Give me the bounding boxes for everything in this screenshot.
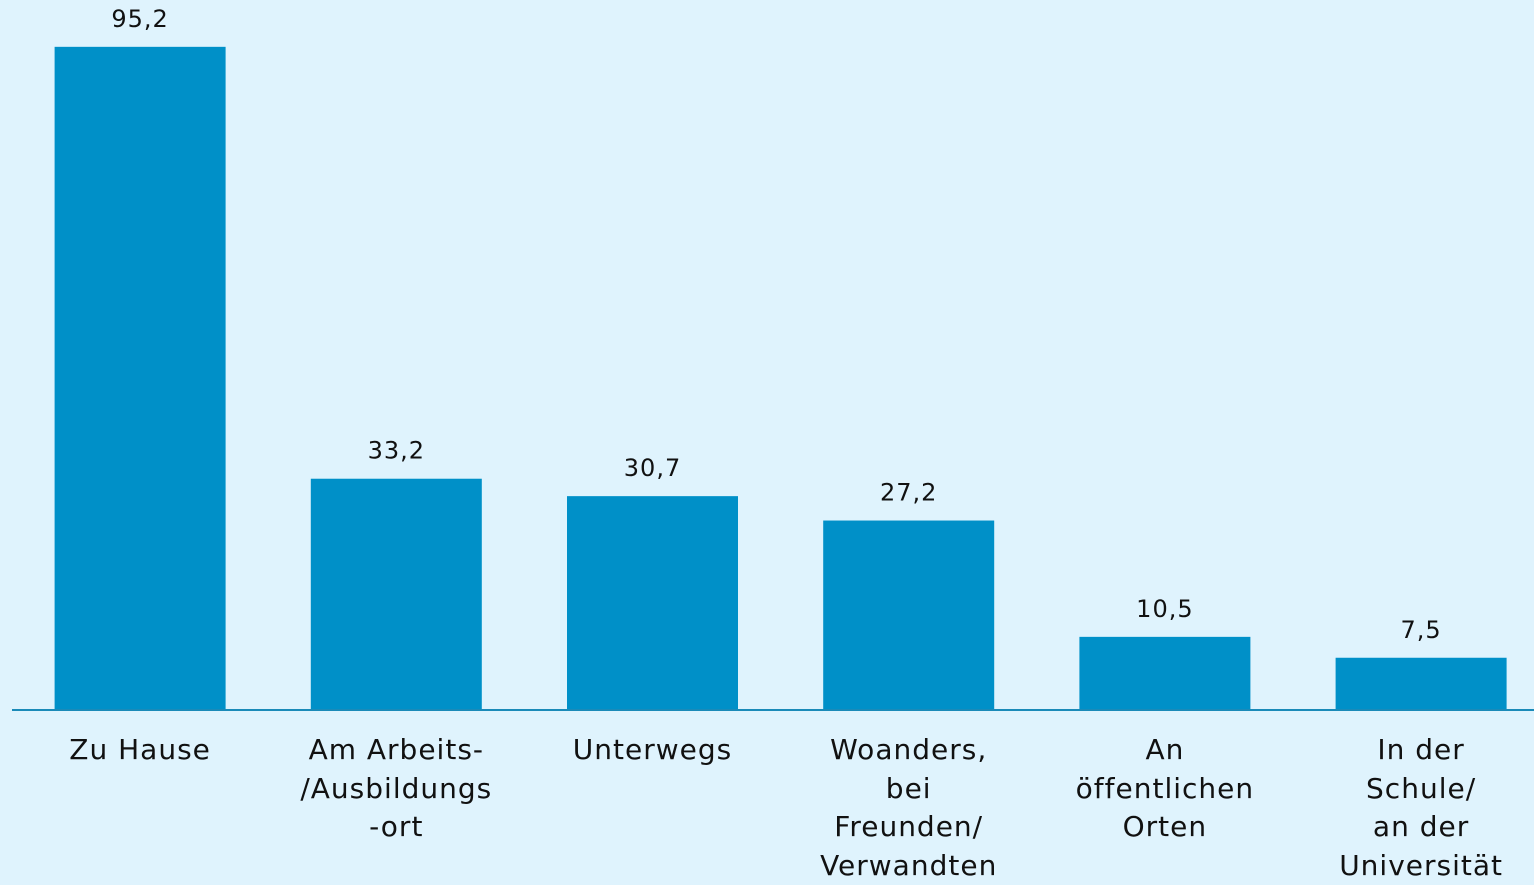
value-label: 10,5 [1136,595,1193,623]
value-label: 27,2 [880,479,937,507]
value-label: 30,7 [624,454,681,482]
bar [823,520,995,710]
bar [567,496,738,710]
bar [1335,657,1507,710]
bar [1079,636,1251,710]
value-label: 7,5 [1401,616,1442,644]
bar [54,46,226,711]
x-tick-label: In der Schule/ an der Universität [1339,733,1503,882]
value-label: 95,2 [111,5,168,33]
bar [310,478,482,710]
x-tick-label: Unterwegs [572,733,733,766]
x-tick-label: Am Arbeits- /Ausbildungs -ort [300,733,493,843]
x-tick-label: An öffentlichen Orten [1075,733,1255,843]
x-tick-label: Zu Hause [69,733,211,766]
x-tick-label: Woanders, bei Freunden/ Verwandten [820,733,998,882]
value-label: 33,2 [368,437,425,465]
